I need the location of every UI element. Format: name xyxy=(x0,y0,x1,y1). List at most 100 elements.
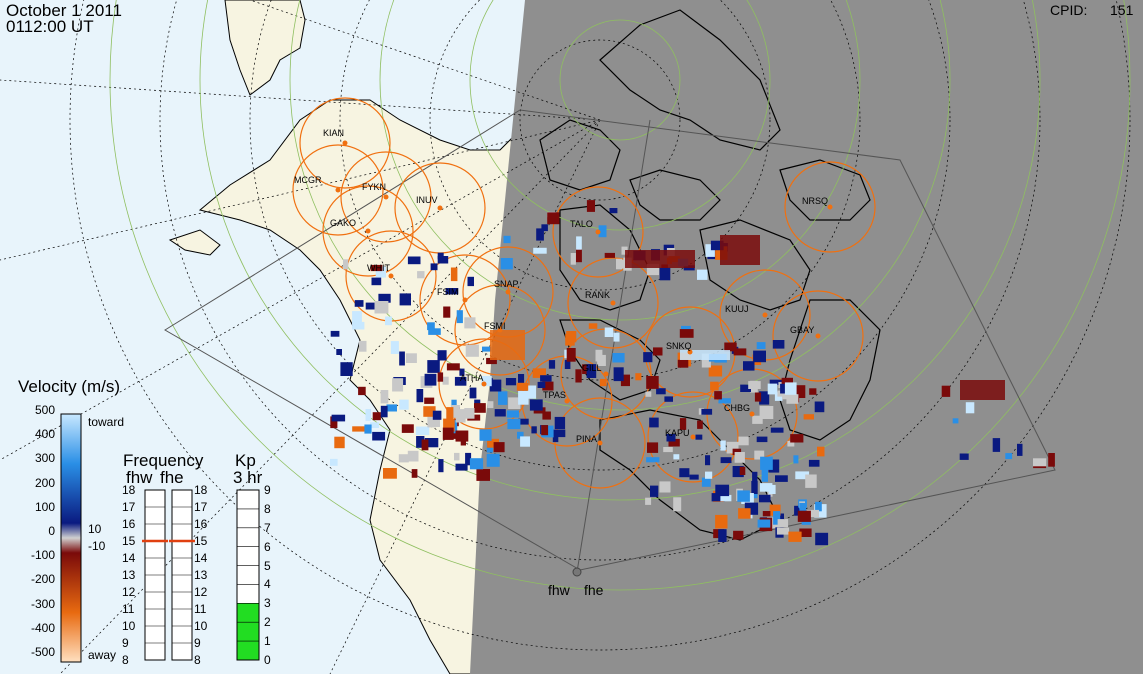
velocity-cell xyxy=(565,333,575,346)
velocity-cell xyxy=(815,532,829,546)
velocity-cell xyxy=(536,228,544,241)
frequency-tick-right: 16 xyxy=(194,517,208,531)
velocity-cell xyxy=(370,264,383,272)
frequency-tick-right: 11 xyxy=(194,602,207,616)
velocity-cell xyxy=(380,405,388,418)
velocity-cell xyxy=(724,342,737,352)
velocity-cell xyxy=(754,392,762,402)
night-terminator xyxy=(470,0,1143,674)
velocity-cell xyxy=(446,407,454,421)
velocity-cell xyxy=(450,267,458,282)
velocity-cell xyxy=(625,250,695,268)
velocity-cell xyxy=(650,485,659,497)
velocity-cell xyxy=(738,436,749,446)
velocity-cell xyxy=(537,381,546,388)
velocity-cell xyxy=(380,390,389,404)
velocity-cell xyxy=(451,399,457,406)
velocity-cell xyxy=(486,453,500,467)
velocity-cell xyxy=(710,381,719,391)
velocity-cell xyxy=(508,397,521,409)
velocity-cell xyxy=(775,475,788,482)
velocity-cell xyxy=(613,367,624,382)
velocity-cell xyxy=(689,474,699,480)
velocity-cell xyxy=(474,403,486,413)
velocity-cell xyxy=(720,457,732,464)
radar-label-gbay: GBAY xyxy=(790,325,815,335)
velocity-cell xyxy=(598,225,607,238)
kp-tick: 1 xyxy=(264,634,271,649)
velocity-cell xyxy=(761,408,767,414)
frequency-tick-right: 12 xyxy=(194,585,208,599)
cpid-value: 151 xyxy=(1110,2,1134,18)
velocity-cell xyxy=(767,383,778,395)
velocity-cell xyxy=(564,359,571,369)
velocity-cell xyxy=(780,383,786,394)
frequency-tick-right: 18 xyxy=(194,483,208,497)
velocity-cell xyxy=(739,466,746,475)
radar-label-gako: GAKO xyxy=(330,218,357,228)
magnetic-grid xyxy=(109,0,1131,591)
radar-site-marker-icon xyxy=(462,297,468,303)
velocity-cell xyxy=(365,302,376,310)
velocity-cell xyxy=(814,401,825,413)
map-date: October 1 2011 xyxy=(6,1,122,20)
velocity-cell xyxy=(358,386,366,396)
velocity-threshold-pos: 10 xyxy=(88,522,102,536)
velocity-cell xyxy=(761,468,768,482)
velocity-cell xyxy=(718,398,731,404)
radar-sites xyxy=(335,140,833,446)
frequency-col-fhe: fhe xyxy=(160,468,184,487)
velocity-cell xyxy=(456,310,463,324)
velocity-cell xyxy=(806,509,819,518)
velocity-cell xyxy=(738,508,751,519)
velocity-cell xyxy=(383,468,397,479)
radar-label-mcgr: MCGR xyxy=(294,175,322,185)
velocity-cell xyxy=(752,471,758,486)
velocity-cell xyxy=(520,436,530,447)
velocity-tick: -400 xyxy=(30,620,55,635)
velocity-cell xyxy=(679,468,690,478)
velocity-cell xyxy=(645,497,652,505)
velocity-cell xyxy=(399,293,411,306)
velocity-cell xyxy=(365,409,371,421)
velocity-cell xyxy=(790,434,804,443)
velocity-cell xyxy=(575,369,582,383)
velocity-cell xyxy=(732,448,742,456)
frequency-tick-left: 16 xyxy=(122,517,136,531)
velocity-cell xyxy=(695,434,703,440)
velocity-cell xyxy=(372,412,381,421)
velocity-cell xyxy=(547,212,560,225)
radar-label-fsim: FSIM xyxy=(437,287,459,297)
velocity-cell xyxy=(604,252,615,258)
velocity-cell xyxy=(464,317,476,329)
radar-site-marker-icon xyxy=(437,205,443,211)
velocity-cell xyxy=(398,454,409,463)
velocity-cell xyxy=(756,342,766,349)
velocity-cell xyxy=(612,353,625,363)
velocity-cell xyxy=(518,374,525,385)
velocity-cell xyxy=(705,244,715,257)
velocity-cell xyxy=(443,306,451,318)
velocity-cell xyxy=(498,391,508,405)
frequency-tick-left: 10 xyxy=(122,619,136,633)
velocity-cell xyxy=(490,379,502,392)
frequency-tick-left: 12 xyxy=(122,585,136,599)
velocity-tick: -200 xyxy=(30,572,55,587)
kp-title: Kp xyxy=(235,451,256,470)
radar-site-marker-icon xyxy=(497,327,503,333)
velocity-cell xyxy=(428,328,441,335)
velocity-cell xyxy=(620,374,630,387)
velocity-cell xyxy=(613,332,620,342)
velocity-cell xyxy=(677,359,689,368)
radar-label-snap: SNAP xyxy=(494,279,519,289)
velocity-cell xyxy=(711,493,726,502)
radar-label-fsmi: FSMI xyxy=(484,321,506,331)
radar-site-marker-icon xyxy=(335,187,341,193)
velocity-cell xyxy=(359,340,367,352)
velocity-cell xyxy=(437,256,449,264)
velocity-cell xyxy=(733,348,747,356)
velocity-cell xyxy=(759,391,770,405)
velocity-cell xyxy=(604,327,614,337)
velocity-cell xyxy=(769,504,781,516)
radar-site-marker-icon xyxy=(597,440,603,446)
